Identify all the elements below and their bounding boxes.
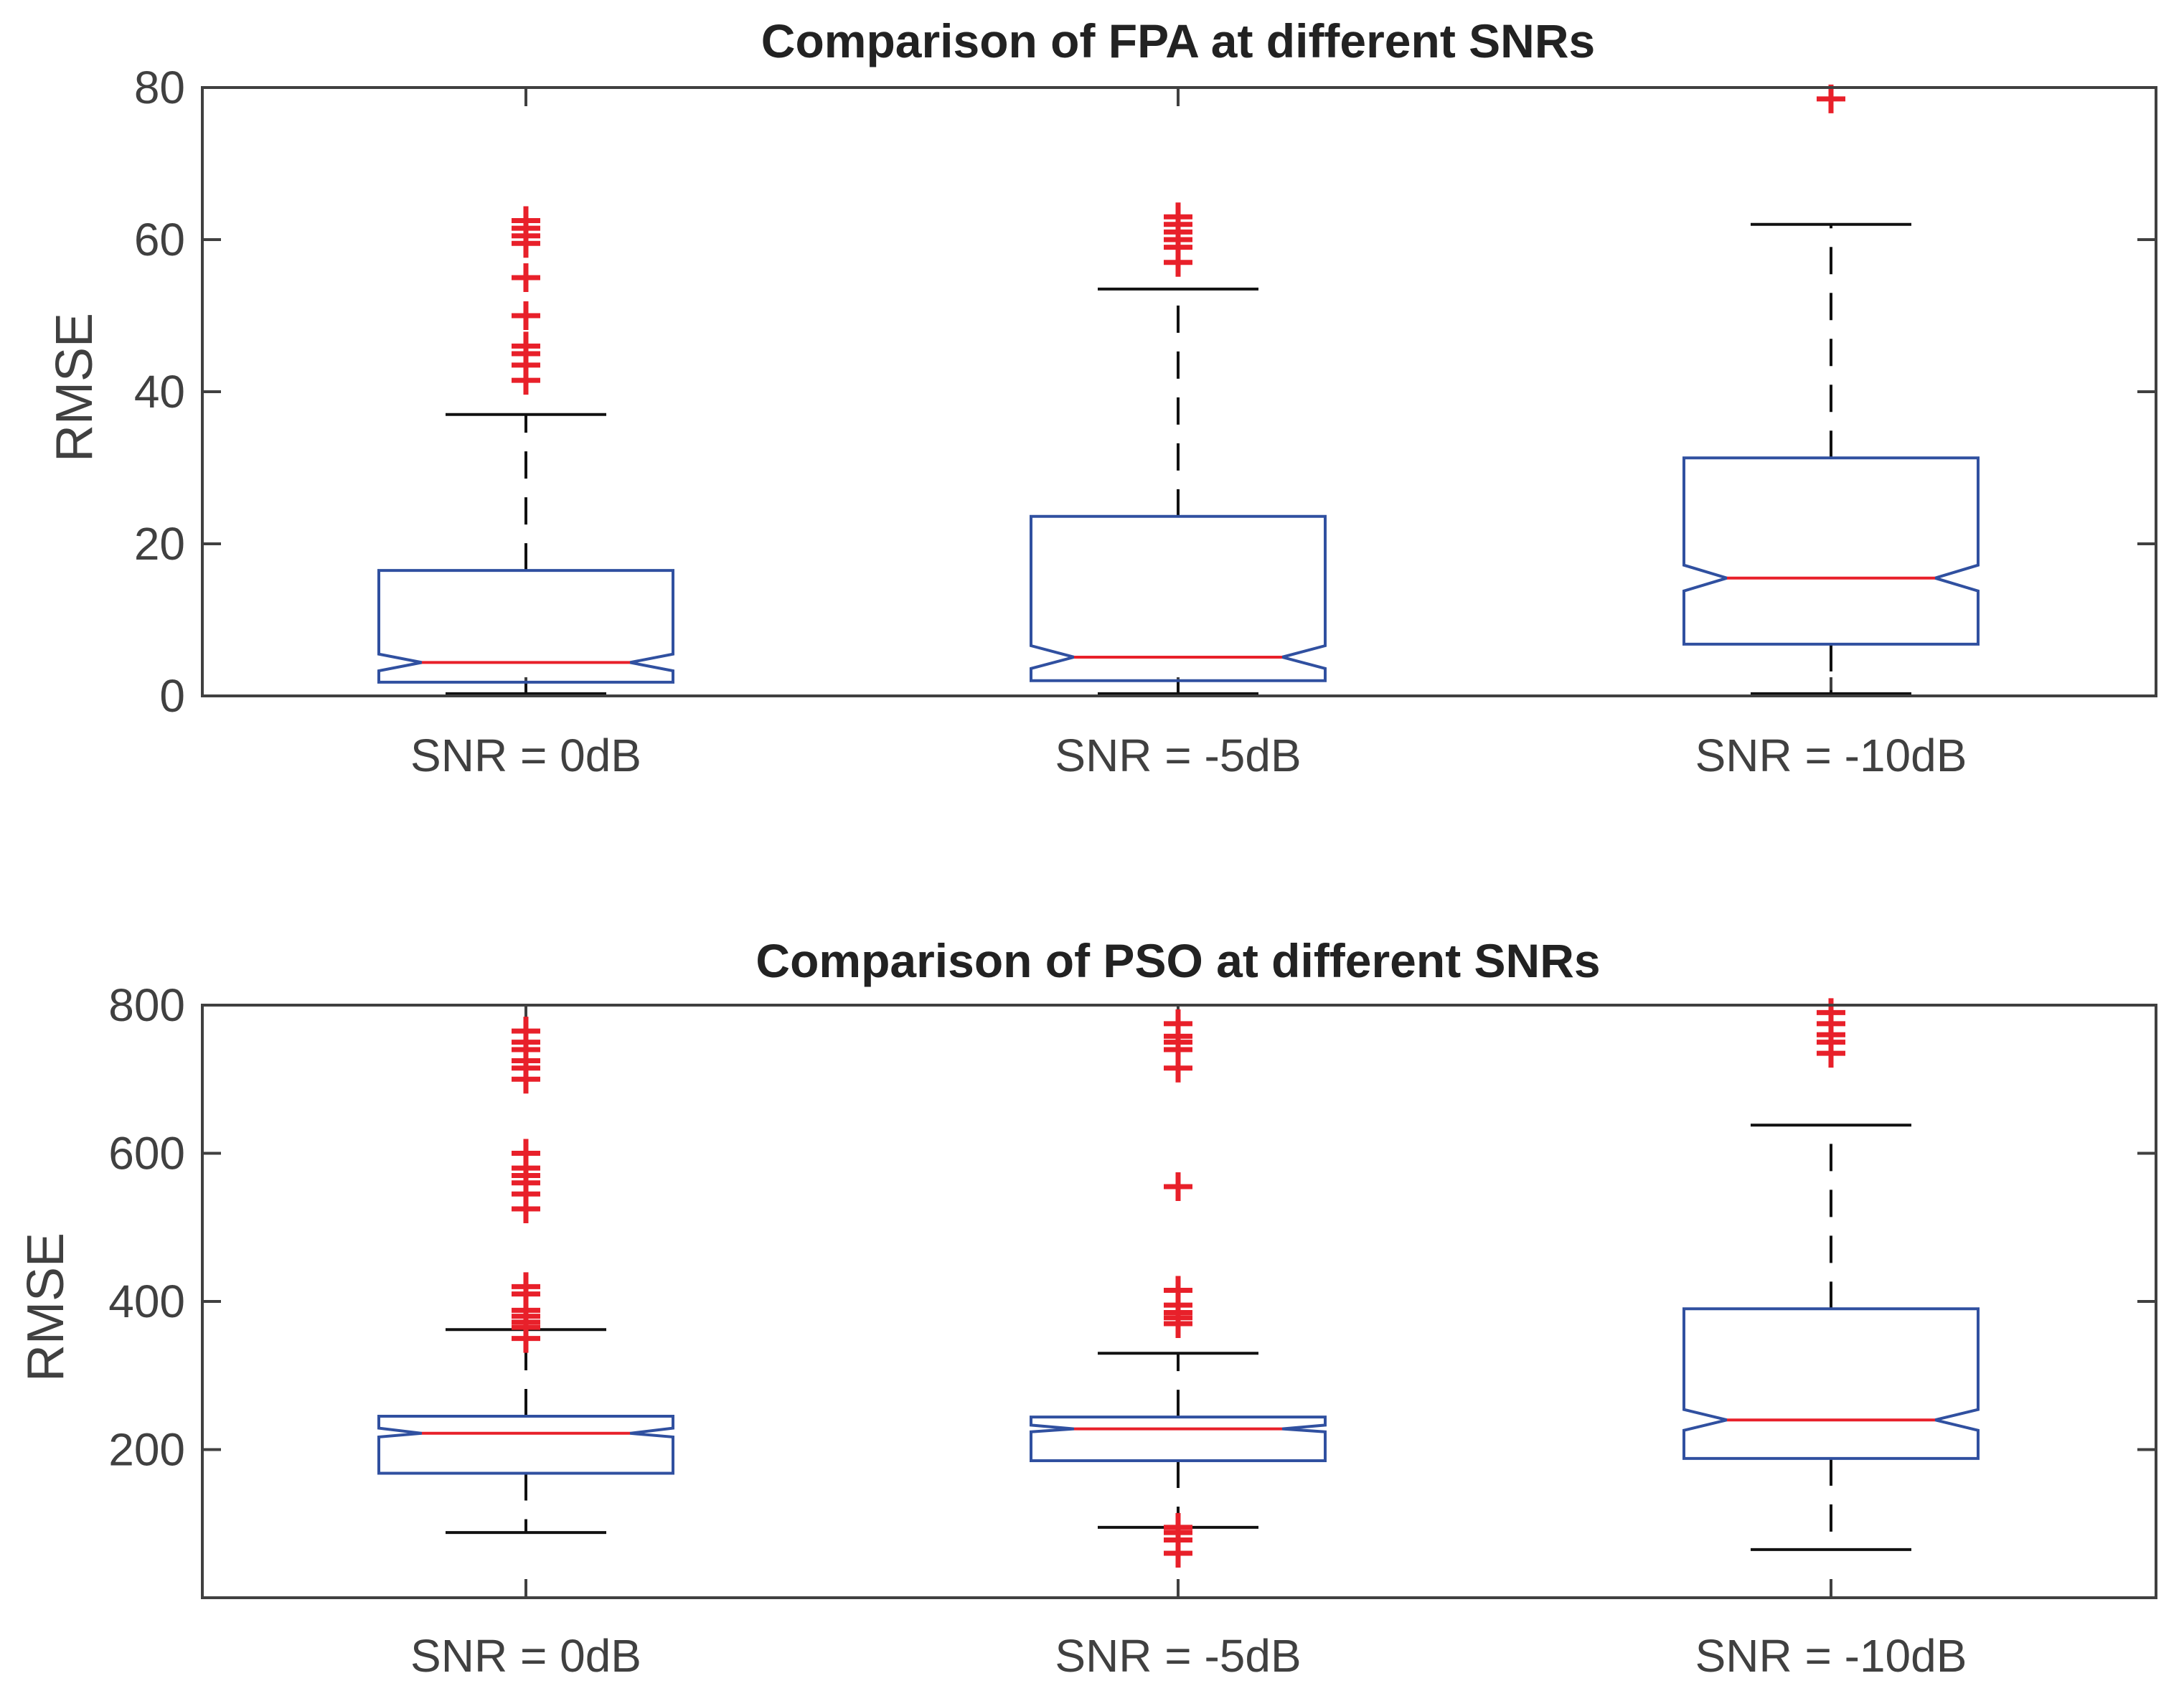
fpa-x-tick-label: SNR = -5dB: [1055, 730, 1301, 781]
fpa-outlier: [1817, 84, 1845, 113]
pso-outlier: [512, 1272, 540, 1301]
fpa-outlier: [512, 206, 540, 235]
fpa-plot-area: 0 20 40 60 80: [134, 62, 2156, 722]
pso-outlier: [512, 1139, 540, 1168]
pso-chart-title: Comparison of PSO at different SNRs: [756, 934, 1600, 987]
fpa-panel: Comparison of FPA at different SNRs RMSE…: [46, 14, 2157, 781]
pso-y-tick-label: 400: [108, 1276, 185, 1327]
pso-x-tick-label: SNR = 0dB: [410, 1630, 641, 1682]
fpa-box: [377, 569, 674, 684]
fpa-y-tick-label: 60: [134, 214, 185, 265]
pso-outlier: [1817, 998, 1845, 1027]
fpa-x-tick-label: SNR = 0dB: [410, 730, 641, 781]
pso-y-axis-label: RMSE: [17, 1233, 75, 1382]
fpa-box: [1030, 514, 1327, 682]
pso-axes-box: [201, 1004, 2157, 1599]
pso-y-tick-label: 600: [108, 1128, 185, 1179]
pso-plot-area: 200 400 600 800: [108, 979, 2156, 1598]
pso-y-tick-label: 200: [108, 1424, 185, 1476]
fpa-y-axis-label: RMSE: [46, 313, 103, 462]
fpa-y-tick-label: 80: [134, 62, 185, 113]
pso-outlier: [512, 1017, 540, 1046]
fpa-y-tick-label: 20: [134, 518, 185, 570]
fpa-outlier: [512, 301, 540, 330]
pso-outlier: [1164, 1172, 1192, 1201]
fpa-outlier: [1164, 202, 1192, 232]
fpa-y-tick-label: 0: [159, 670, 185, 722]
fpa-y-tick-label: 40: [134, 366, 185, 418]
pso-outlier: [1164, 1276, 1192, 1305]
fpa-outlier: [512, 263, 540, 292]
pso-outlier: [1164, 1009, 1192, 1038]
pso-y-tick-label: 800: [108, 979, 185, 1031]
pso-outlier: [1164, 1512, 1192, 1542]
pso-box: [1030, 1416, 1327, 1462]
pso-box: [377, 1415, 674, 1475]
pso-panel: Comparison of PSO at different SNRs RMSE…: [17, 934, 2157, 1682]
fpa-chart-title: Comparison of FPA at different SNRs: [761, 14, 1595, 67]
pso-x-tick-label: SNR = -5dB: [1055, 1630, 1301, 1682]
fpa-axes-box: [201, 86, 2157, 697]
pso-box: [1682, 1307, 1980, 1460]
fpa-box: [1682, 456, 1980, 646]
fpa-x-tick-label: SNR = -10dB: [1695, 730, 1967, 781]
pso-x-tick-label: SNR = -10dB: [1695, 1630, 1967, 1682]
fpa-outlier: [512, 331, 540, 361]
